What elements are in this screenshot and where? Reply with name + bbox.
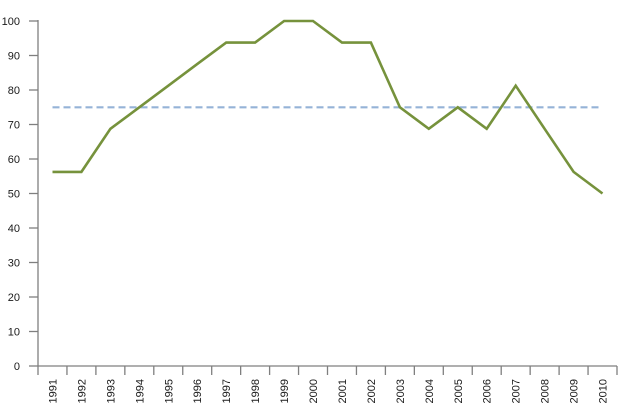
y-tick-label: 20 <box>8 292 20 304</box>
x-tick-label: 2007 <box>511 379 523 403</box>
x-tick-label: 1998 <box>250 379 262 403</box>
x-tick-label: 1993 <box>105 379 117 403</box>
x-tick-label: 1995 <box>163 379 175 403</box>
y-tick-label: 30 <box>8 257 20 269</box>
x-tick-label: 2004 <box>424 379 436 403</box>
x-tick-label: 1996 <box>192 379 204 403</box>
y-tick-label: 90 <box>8 50 20 62</box>
x-tick-label: 2008 <box>540 379 552 403</box>
x-tick-label: 2009 <box>569 379 581 403</box>
x-tick-label: 2010 <box>598 379 610 403</box>
y-tick-label: 100 <box>2 16 20 28</box>
x-tick-label: 2003 <box>395 379 407 403</box>
x-tick-label: 1992 <box>76 379 88 403</box>
x-tick-label: 2002 <box>366 379 378 403</box>
y-tick-label: 80 <box>8 85 20 97</box>
y-tick-label: 70 <box>8 119 20 131</box>
x-tick-label: 1994 <box>134 379 146 403</box>
x-tick-label: 2006 <box>482 379 494 403</box>
x-tick-label: 1999 <box>279 379 291 403</box>
x-tick-label: 2000 <box>308 379 320 403</box>
x-tick-label: 2005 <box>453 379 465 403</box>
y-tick-label: 10 <box>8 326 20 338</box>
score-line <box>52 19 604 195</box>
y-tick-label: 50 <box>8 188 20 200</box>
y-tick-label: 0 <box>14 361 20 373</box>
y-tick-label: 40 <box>8 223 20 235</box>
x-tick-label: 2001 <box>337 379 349 403</box>
x-tick-label: 1997 <box>221 379 233 403</box>
x-tick-label: 1991 <box>47 379 59 403</box>
y-tick-label: 60 <box>8 154 20 166</box>
